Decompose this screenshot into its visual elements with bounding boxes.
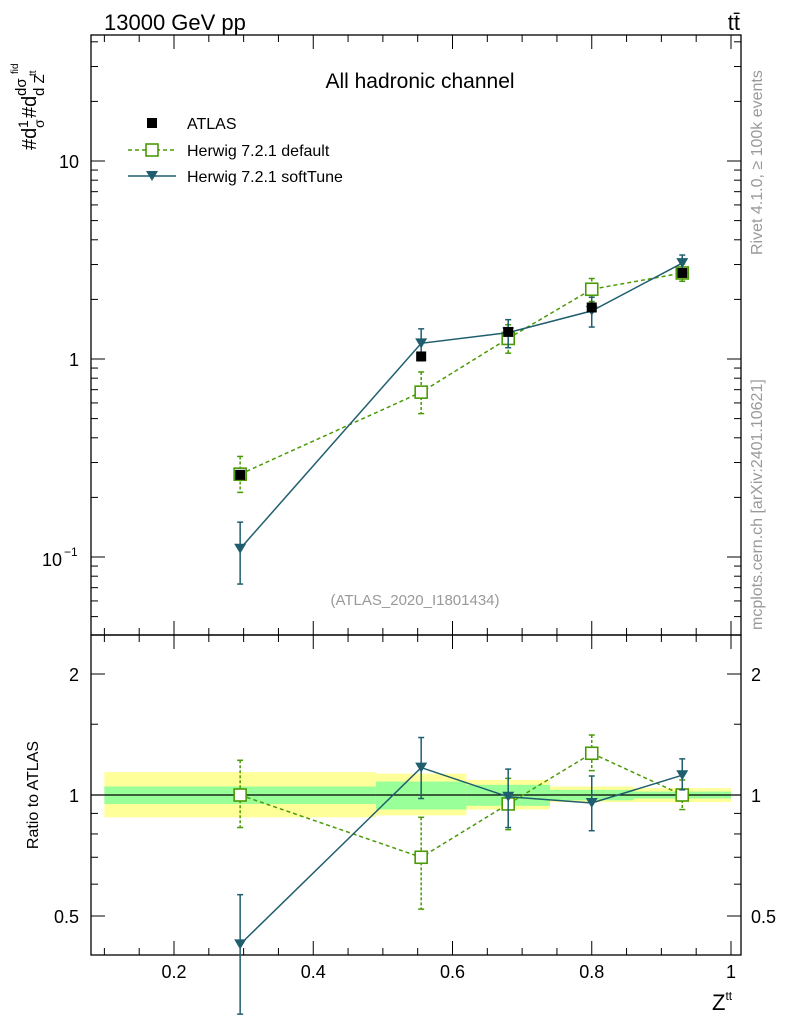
legend-default-marker xyxy=(145,143,159,157)
main-atlas-point xyxy=(677,267,688,278)
ytick-label-0-1: 10 xyxy=(42,550,62,570)
ratio-series xyxy=(233,734,690,1015)
xlabel-sup: tt xyxy=(725,989,732,1003)
ratio-default-line xyxy=(239,752,683,859)
header-right: tt̄ xyxy=(728,10,740,35)
ratio-softtune-point xyxy=(585,798,598,809)
analysis-watermark: (ATLAS_2020_I1801434) xyxy=(330,592,499,609)
ylabel-part-one: 1 xyxy=(15,120,31,128)
xtick-label: 0.2 xyxy=(161,962,186,982)
main-softtune-point xyxy=(676,258,689,269)
ratio-ylabel: Ratio to ATLAS xyxy=(25,741,42,849)
legend-default-label: Herwig 7.2.1 default xyxy=(187,143,330,160)
rivet-label: Rivet 4.1.0, ≥ 100k events xyxy=(749,70,766,255)
ratio-ytick-label-left: 2 xyxy=(69,665,79,685)
legend-softtune-label: Herwig 7.2.1 softTune xyxy=(187,169,343,186)
ratio-bands xyxy=(91,772,741,818)
ratio-softtune-point xyxy=(415,762,428,773)
ratio-default-point xyxy=(414,850,428,865)
legend-atlas-marker xyxy=(147,118,157,128)
main-ylabel: #d 1 σ #d dσ fid d Z tt xyxy=(10,63,48,150)
xtick-label: 0.4 xyxy=(301,962,326,982)
ratio-ytick-label-right: 0.5 xyxy=(751,907,776,927)
axis-ticks: 0.2 0.4 0.6 0.8 1 0.5 0.5 1 1 2 2 xyxy=(54,35,776,982)
ylabel-part-d2: #d xyxy=(19,96,41,118)
ratio-ytick-label-left: 1 xyxy=(69,786,79,806)
mcplots-label: mcplots.cern.ch [arXiv:2401.10621] xyxy=(749,379,766,630)
header-left: 13000 GeV pp xyxy=(104,10,246,35)
ylabel-part-dsigma: dσ xyxy=(13,78,30,96)
xlabel: Ztt xyxy=(712,989,733,1015)
ylabel-part-tt: tt xyxy=(28,70,39,76)
ylabel-part-fid: fid xyxy=(10,63,21,74)
ratio-default-point xyxy=(233,788,247,802)
ratio-softtune-point xyxy=(234,939,247,950)
ratio-ytick-label-right: 1 xyxy=(751,786,761,806)
ytick-label-0-1-exp: −1 xyxy=(64,545,78,559)
main-softtune-point xyxy=(234,543,247,554)
legend-softtune-marker xyxy=(146,171,158,181)
ratio-softtune-point xyxy=(676,770,689,781)
main-default-line xyxy=(239,272,683,475)
main-atlas-point xyxy=(586,302,597,313)
main-series xyxy=(233,254,690,585)
chart-title: All hadronic channel xyxy=(325,70,514,93)
ratio-softtune-point xyxy=(502,791,515,802)
main-atlas-point xyxy=(503,326,514,337)
main-default-point xyxy=(414,385,428,399)
xtick-label: 0.8 xyxy=(579,962,604,982)
legend-atlas-label: ATLAS xyxy=(187,116,237,133)
ratio-default-point xyxy=(675,788,690,802)
ratio-default-point xyxy=(584,746,599,761)
main-softtune-point xyxy=(415,338,428,349)
legend: ATLAS Herwig 7.2.1 default Herwig 7.2.1 … xyxy=(128,116,343,186)
xtick-label: 0.6 xyxy=(440,962,465,982)
ylabel-part-dz: d Z xyxy=(31,74,48,96)
ylabel-part-d1: #d xyxy=(19,128,41,150)
xtick-label: 1 xyxy=(726,962,736,982)
ytick-label-10: 10 xyxy=(59,152,79,172)
ytick-label-0-1-base: 10 xyxy=(42,550,62,570)
xlabel-base: Z xyxy=(712,990,725,1015)
ytick-label-1: 1 xyxy=(69,350,79,370)
main-atlas-point xyxy=(235,469,246,480)
ratio-ytick-label-left: 0.5 xyxy=(54,907,79,927)
ylabel-part-sigma: σ xyxy=(31,119,47,128)
main-default-point xyxy=(584,282,599,297)
main-softtune-line xyxy=(239,262,683,550)
main-atlas-point xyxy=(416,351,427,362)
ratio-ytick-label-right: 2 xyxy=(751,665,761,685)
